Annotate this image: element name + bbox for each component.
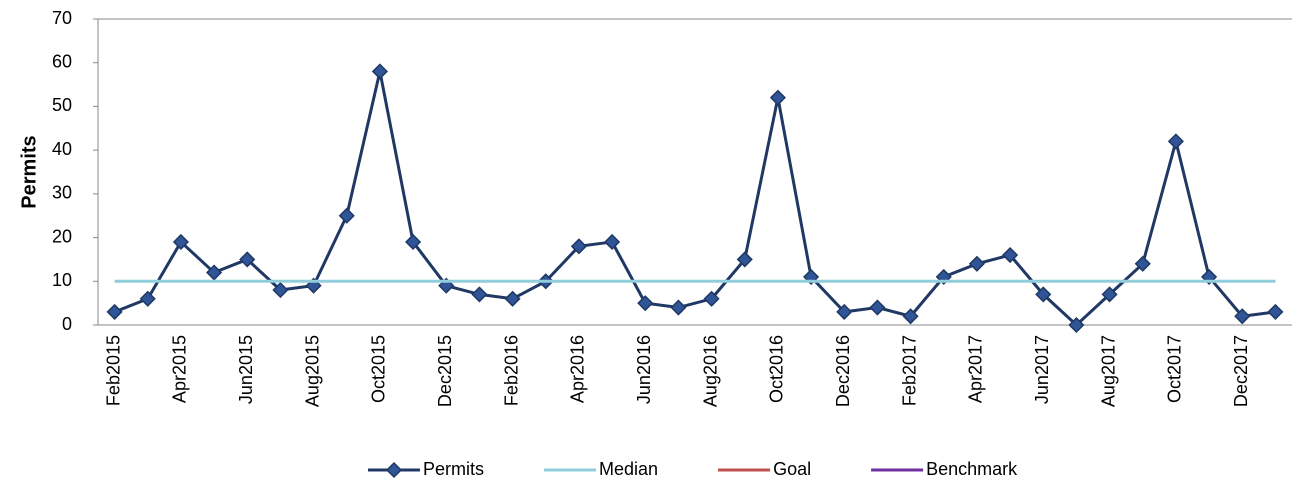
y-tick-label: 0 [62, 314, 72, 334]
point-marker [338, 207, 355, 224]
point-marker [471, 286, 488, 303]
x-tick-label: Aug2015 [302, 335, 322, 407]
x-tick-label: Oct2016 [767, 335, 787, 403]
point-marker [371, 63, 388, 80]
x-tick-label: Apr2016 [568, 335, 588, 403]
point-marker [736, 251, 753, 268]
y-tick-label: 30 [52, 183, 72, 203]
x-tick-label: Oct2017 [1165, 335, 1185, 403]
point-marker [139, 290, 156, 307]
point-marker [902, 308, 919, 325]
point-marker [172, 233, 189, 251]
point-marker [1134, 255, 1151, 272]
point-marker [968, 255, 985, 272]
x-tick-label: Dec2015 [435, 335, 455, 407]
point-marker [604, 233, 621, 251]
legend-label: Median [599, 459, 658, 479]
point-marker [1167, 133, 1184, 150]
point-marker [1068, 316, 1085, 334]
x-tick-label: Feb2015 [103, 335, 123, 406]
point-marker [405, 233, 422, 251]
y-tick-label: 20 [52, 226, 72, 246]
y-tick-label: 70 [52, 8, 72, 28]
point-marker [239, 251, 256, 268]
x-tick-label: Jun2017 [1032, 335, 1052, 404]
point-marker [836, 303, 853, 320]
point-marker [1002, 246, 1019, 264]
point-marker [869, 299, 886, 316]
point-marker [703, 290, 720, 307]
point-marker [1035, 286, 1052, 303]
x-tick-label: Feb2017 [899, 335, 919, 406]
y-tick-label: 10 [52, 270, 72, 290]
point-marker [570, 238, 587, 255]
legend-label: Benchmark [926, 459, 1018, 479]
point-marker [1234, 308, 1251, 325]
y-tick-label: 50 [52, 95, 72, 115]
x-tick-label: Jun2016 [634, 335, 654, 404]
point-marker [769, 89, 786, 106]
legend-marker [385, 461, 403, 479]
point-marker [206, 264, 223, 281]
point-marker [504, 290, 521, 307]
x-tick-label: Apr2017 [966, 335, 986, 403]
x-tick-label: Dec2017 [1231, 335, 1251, 407]
y-axis-title: Permits [18, 135, 40, 208]
point-marker [438, 277, 455, 294]
series-line [114, 71, 1276, 328]
point-marker [670, 299, 687, 316]
x-tick-label: Feb2016 [501, 335, 521, 406]
x-tick-label: Oct2015 [369, 335, 389, 403]
point-marker [272, 281, 289, 299]
x-tick-label: Aug2017 [1098, 335, 1118, 407]
x-tick-label: Dec2016 [833, 335, 853, 407]
legend-label: Permits [423, 459, 484, 479]
point-marker [1101, 286, 1118, 303]
point-marker [637, 295, 654, 312]
legend-label: Goal [773, 459, 811, 479]
x-tick-label: Apr2015 [170, 335, 190, 403]
x-tick-label: Jun2015 [236, 335, 256, 404]
y-tick-label: 60 [52, 51, 72, 71]
x-tick-label: Aug2016 [700, 335, 720, 407]
point-marker [106, 303, 123, 320]
point-marker [1267, 303, 1284, 320]
y-tick-label: 40 [52, 139, 72, 159]
